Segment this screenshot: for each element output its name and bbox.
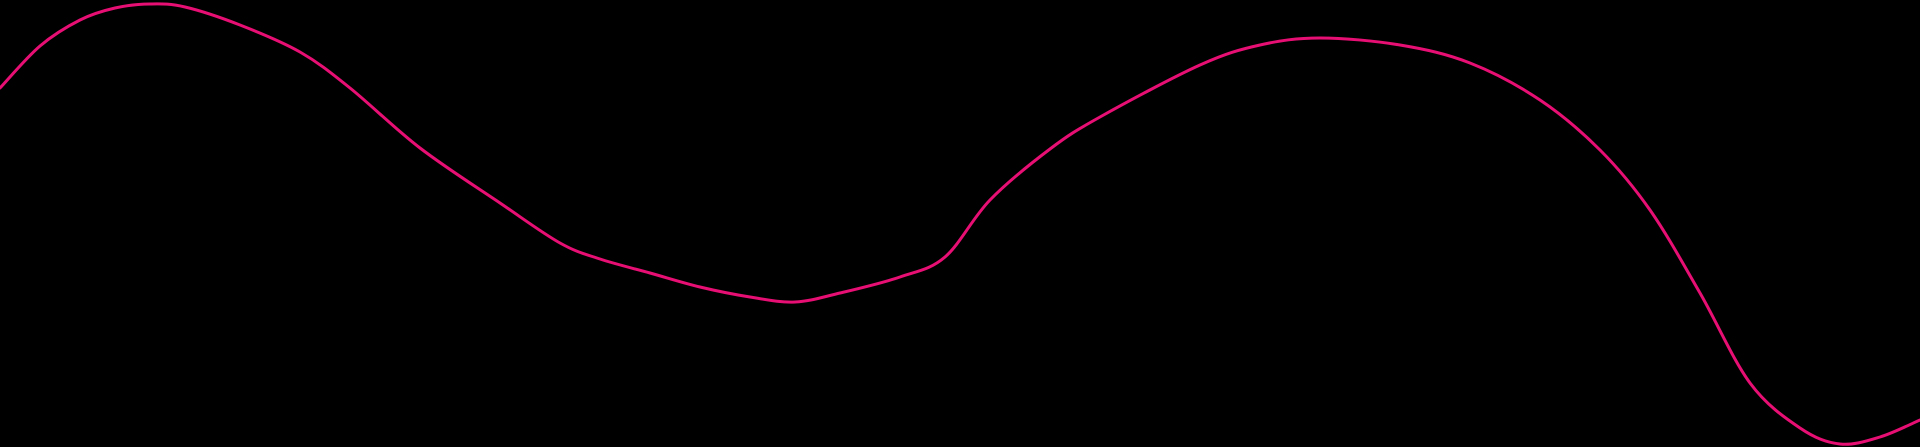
curve-canvas: [0, 0, 1920, 447]
line-chart-svg: [0, 0, 1920, 447]
curve-line: [0, 2, 1920, 446]
canvas-background: [0, 0, 1920, 447]
